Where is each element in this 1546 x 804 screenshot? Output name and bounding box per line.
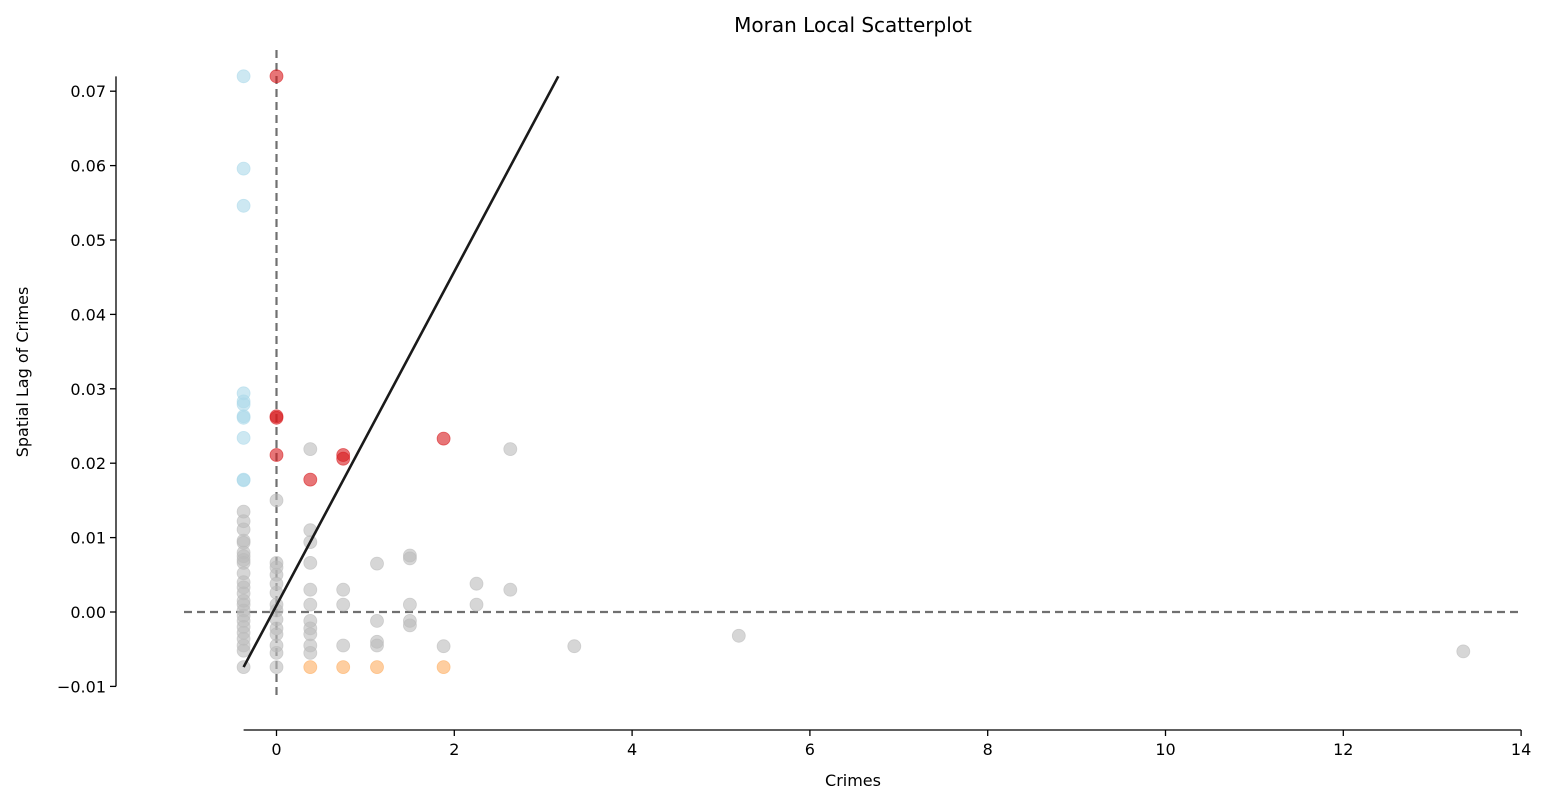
x-tick-label: 0 bbox=[271, 740, 281, 759]
data-point bbox=[236, 643, 251, 658]
x-tick-label: 14 bbox=[1511, 740, 1531, 759]
data-point bbox=[436, 639, 451, 654]
data-point bbox=[370, 638, 384, 653]
x-tick-label: 6 bbox=[805, 740, 815, 759]
y-tick-label: 0.04 bbox=[70, 305, 106, 324]
data-point bbox=[336, 638, 351, 653]
scatter-points bbox=[236, 69, 1471, 674]
data-point bbox=[402, 618, 417, 633]
y-axis: −0.01 0.00 0.01 0.02 0.03 0.04 0.05 0.06 0.07 bbox=[57, 76, 117, 696]
series-low-high bbox=[236, 69, 251, 488]
data-point bbox=[469, 576, 484, 591]
data-point bbox=[269, 493, 284, 508]
data-point bbox=[236, 69, 251, 84]
x-tick-label: 2 bbox=[449, 740, 459, 759]
x-tick-label: 8 bbox=[983, 740, 993, 759]
data-point bbox=[731, 628, 746, 643]
data-point bbox=[303, 556, 318, 570]
fit-line bbox=[242, 75, 560, 668]
series-high-low bbox=[303, 660, 451, 674]
data-point bbox=[336, 582, 351, 597]
data-point bbox=[236, 430, 251, 445]
data-point bbox=[370, 660, 384, 674]
y-tick-label: −0.01 bbox=[57, 677, 106, 696]
data-point bbox=[303, 660, 318, 674]
data-point bbox=[236, 660, 251, 674]
data-point bbox=[303, 597, 318, 612]
data-point bbox=[336, 451, 351, 466]
data-point bbox=[402, 551, 417, 566]
y-tick-label: 0.06 bbox=[70, 157, 106, 176]
data-point bbox=[1456, 644, 1471, 659]
x-tick-label: 12 bbox=[1333, 740, 1353, 759]
data-point bbox=[269, 448, 284, 462]
y-tick-label: 0.02 bbox=[70, 454, 106, 473]
data-point bbox=[236, 161, 251, 176]
data-point bbox=[236, 473, 251, 488]
data-point bbox=[567, 639, 582, 654]
data-point bbox=[436, 431, 451, 446]
data-point bbox=[236, 397, 251, 412]
data-point bbox=[303, 646, 318, 660]
y-tick-label: 0.07 bbox=[70, 82, 106, 101]
series-not-significant bbox=[236, 442, 1471, 674]
y-tick-label: 0.03 bbox=[70, 380, 106, 399]
y-tick-label: 0.00 bbox=[70, 603, 106, 622]
data-point bbox=[336, 597, 351, 612]
data-point bbox=[236, 410, 251, 425]
x-axis-label: Crimes bbox=[825, 771, 881, 790]
data-point bbox=[303, 442, 318, 457]
data-point bbox=[402, 597, 417, 612]
x-tick-label: 10 bbox=[1155, 740, 1175, 759]
data-point bbox=[269, 410, 284, 425]
series-high-high bbox=[269, 69, 451, 487]
data-point bbox=[303, 582, 318, 597]
data-point bbox=[269, 660, 284, 674]
fit-line-group bbox=[242, 75, 560, 668]
data-point bbox=[236, 198, 251, 213]
data-point bbox=[370, 556, 384, 571]
reference-lines bbox=[184, 50, 1522, 697]
data-point bbox=[503, 442, 518, 457]
x-axis: 0 2 4 6 8 10 12 14 bbox=[243, 729, 1531, 759]
data-point bbox=[336, 660, 351, 674]
data-point bbox=[503, 582, 518, 597]
data-point bbox=[303, 472, 318, 487]
chart-title: Moran Local Scatterplot bbox=[734, 13, 972, 37]
data-point bbox=[370, 614, 384, 628]
y-tick-label: 0.01 bbox=[70, 529, 106, 548]
data-point bbox=[436, 660, 451, 674]
y-tick-label: 0.05 bbox=[70, 231, 106, 250]
y-axis-label: Spatial Lag of Crimes bbox=[13, 287, 32, 458]
data-point bbox=[269, 69, 284, 84]
x-tick-label: 4 bbox=[627, 740, 637, 759]
data-point bbox=[269, 646, 284, 660]
data-point bbox=[469, 597, 484, 612]
